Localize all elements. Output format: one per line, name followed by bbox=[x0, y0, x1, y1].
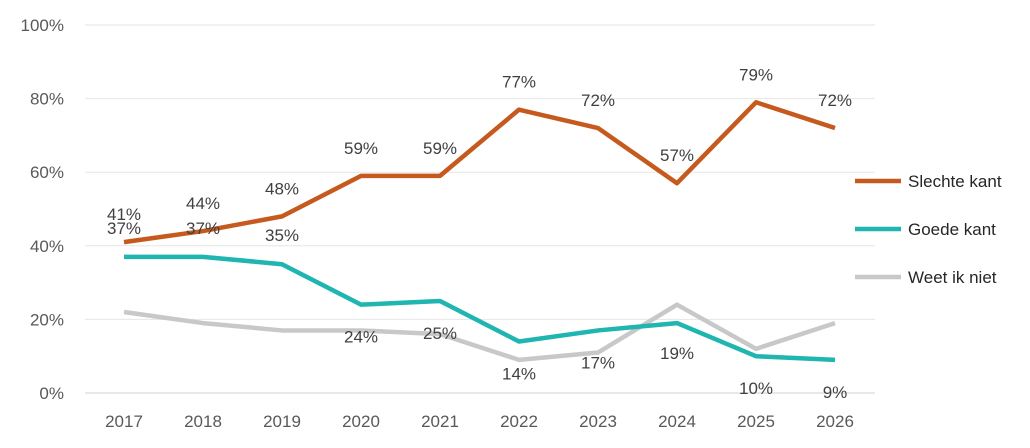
x-tick-label: 2020 bbox=[342, 412, 380, 431]
data-label: 44% bbox=[186, 194, 220, 213]
series-lines bbox=[123, 100, 836, 363]
x-tick-label: 2024 bbox=[658, 412, 696, 431]
data-label: 24% bbox=[344, 328, 378, 347]
data-label: 37% bbox=[107, 219, 141, 238]
y-tick-label: 0% bbox=[39, 384, 64, 403]
y-tick-label: 40% bbox=[30, 237, 64, 256]
x-tick-label: 2026 bbox=[816, 412, 854, 431]
legend-label: Goede kant bbox=[908, 220, 996, 239]
series-line bbox=[124, 254, 836, 363]
data-label: 14% bbox=[502, 364, 536, 383]
x-tick-label: 2025 bbox=[737, 412, 775, 431]
data-label: 19% bbox=[660, 344, 694, 363]
data-label: 9% bbox=[823, 383, 848, 402]
x-tick-label: 2021 bbox=[421, 412, 459, 431]
x-tick-label: 2019 bbox=[263, 412, 301, 431]
data-label: 17% bbox=[581, 353, 615, 372]
x-tick-label: 2022 bbox=[500, 412, 538, 431]
legend: Slechte kant Goede kant Weet ik niet bbox=[855, 172, 1002, 287]
x-tick-label: 2018 bbox=[184, 412, 222, 431]
data-label: 35% bbox=[265, 226, 299, 245]
x-tick-label: 2023 bbox=[579, 412, 617, 431]
data-label: 57% bbox=[660, 146, 694, 165]
x-axis-ticks: 2017 2018 2019 2020 2021 2022 2023 2024 2025 2026 bbox=[105, 412, 854, 431]
legend-label: Slechte kant bbox=[908, 172, 1002, 191]
data-label: 25% bbox=[423, 324, 457, 343]
data-label: 72% bbox=[581, 91, 615, 110]
data-label: 37% bbox=[186, 219, 220, 238]
y-axis-ticks: 0% 20% 40% 60% 80% 100% bbox=[21, 16, 64, 403]
legend-label: Weet ik niet bbox=[908, 268, 997, 287]
y-tick-label: 100% bbox=[21, 16, 64, 35]
data-label: 41% bbox=[107, 205, 141, 224]
data-label: 79% bbox=[739, 65, 773, 84]
data-label: 48% bbox=[265, 179, 299, 198]
data-label: 77% bbox=[502, 73, 536, 92]
x-tick-label: 2017 bbox=[105, 412, 143, 431]
gridlines bbox=[85, 24, 875, 394]
series-line bbox=[123, 302, 836, 363]
y-tick-label: 80% bbox=[30, 90, 64, 109]
data-labels: 41% 44% 48% 59% 59% 77% 72% 57% 79% 72% 37% 37% 35% 2… bbox=[107, 65, 852, 402]
data-label: 10% bbox=[739, 379, 773, 398]
y-tick-label: 60% bbox=[30, 163, 64, 182]
data-label: 59% bbox=[423, 139, 457, 158]
data-label: 72% bbox=[818, 91, 852, 110]
series-line bbox=[123, 100, 836, 245]
data-label: 59% bbox=[344, 139, 378, 158]
y-tick-label: 20% bbox=[30, 310, 64, 329]
